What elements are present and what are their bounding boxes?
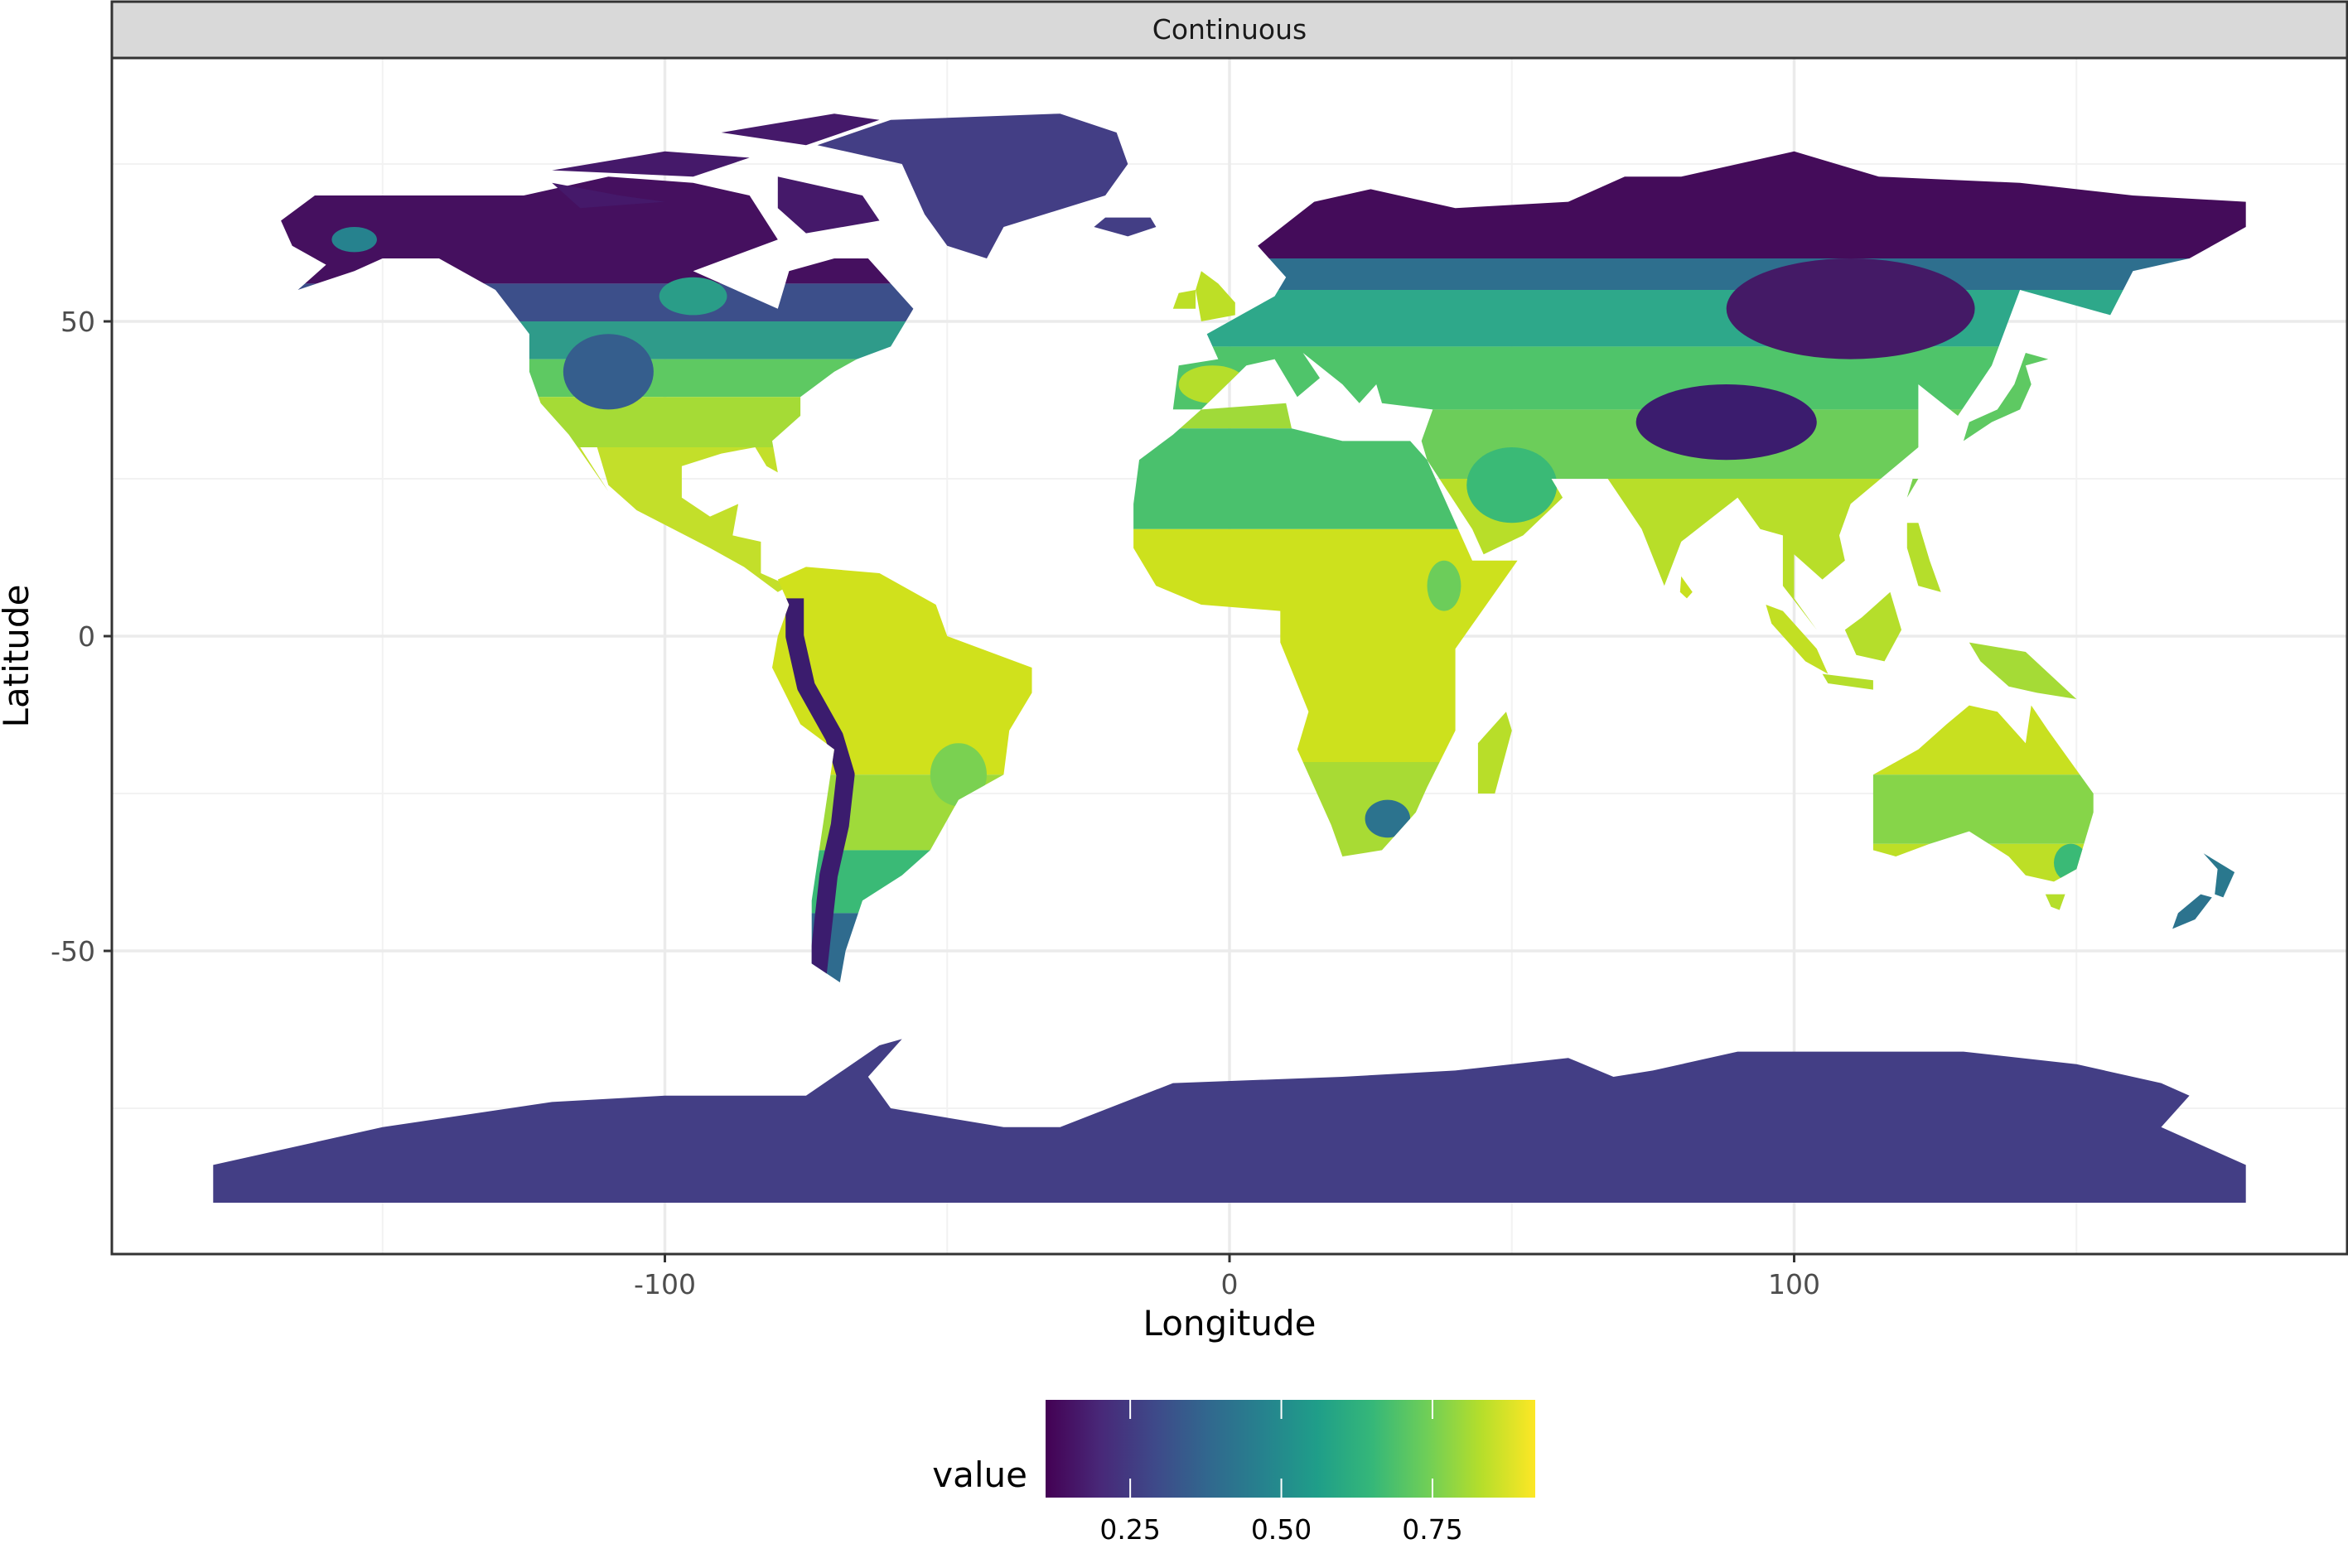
new-guinea <box>1969 642 2077 699</box>
x-axis-title: Longitude <box>1143 1303 1317 1344</box>
arctic-island <box>552 182 665 209</box>
tasmania <box>2045 894 2065 910</box>
facet-strip <box>110 0 2348 60</box>
arctic-island <box>777 176 880 234</box>
legend: value 0.25 0.50 0.75 <box>932 1400 1535 1546</box>
arctic-island <box>552 151 750 177</box>
philippines <box>1906 523 1941 592</box>
legend-title: value <box>932 1455 1027 1495</box>
taiwan <box>1906 479 1919 498</box>
sumatra <box>1766 605 1829 674</box>
legend-tick-label: 0.50 <box>1251 1513 1312 1546</box>
facet-strip-label: Continuous <box>1152 13 1307 46</box>
y-axis-title: Latitude <box>0 585 36 728</box>
iceland <box>1094 217 1157 237</box>
x-tick-label: -100 <box>634 1268 696 1300</box>
axes: -100 0 100 50 0 -50 <box>51 306 1820 1300</box>
ireland <box>1172 290 1196 309</box>
antarctica <box>213 1039 2246 1203</box>
sri-lanka <box>1679 576 1693 599</box>
y-tick-label: -50 <box>51 935 95 967</box>
new-zealand-north <box>2203 853 2235 898</box>
borneo <box>1844 591 1901 662</box>
arctic-island <box>721 113 880 146</box>
new-zealand-south <box>2172 894 2212 929</box>
java <box>1822 673 1873 690</box>
legend-tick-label: 0.25 <box>1099 1513 1160 1546</box>
greenland <box>817 113 1128 258</box>
japan <box>1963 353 2049 441</box>
y-tick-label: 0 <box>78 620 95 653</box>
legend-colorbar <box>1046 1400 1535 1498</box>
y-tick-label: 50 <box>60 306 95 338</box>
madagascar <box>1477 712 1512 794</box>
great-britain <box>1196 271 1235 321</box>
legend-tick-label: 0.75 <box>1402 1513 1462 1546</box>
x-tick-label: 0 <box>1221 1268 1239 1300</box>
x-tick-label: 100 <box>1768 1268 1820 1300</box>
